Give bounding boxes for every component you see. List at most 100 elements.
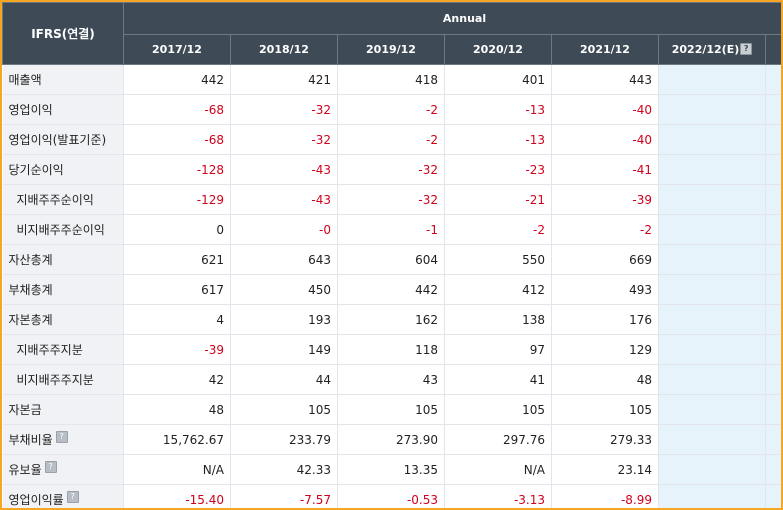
- value-cell: 550: [444, 244, 552, 275]
- row-label: 매출액: [8, 73, 42, 87]
- table-row: 영업이익 -68 -32 -2 -13 -40: [2, 94, 781, 125]
- overflow-cell: [765, 64, 781, 95]
- table-row: 자본금 48 105 105 105 105: [2, 394, 781, 425]
- table-row: 영업이익률? -15.40 -7.57 -0.53 -3.13 -8.99: [2, 484, 781, 508]
- row-label-cell: 비지배주주지분: [2, 364, 124, 395]
- help-icon[interactable]: ?: [66, 491, 79, 503]
- estimate-cell: [658, 214, 766, 245]
- table-body: 매출액 442 421 418 401 443 영업이익 -68 -32 -2 -13 -40 영업이익…: [2, 64, 781, 508]
- table-row: 매출액 442 421 418 401 443: [2, 64, 781, 95]
- value-cell: -32: [230, 124, 338, 155]
- estimate-cell: [658, 484, 766, 508]
- value-cell: 604: [337, 244, 445, 275]
- row-label: 당기순이익: [8, 163, 64, 177]
- year-header: 2017/12: [123, 33, 231, 65]
- value-cell: -68: [123, 124, 231, 155]
- value-cell: N/A: [444, 454, 552, 485]
- estimate-cell: [658, 304, 766, 335]
- table-row: 비지배주주순이익 0 -0 -1 -2 -2: [2, 214, 781, 245]
- value-cell: 13.35: [337, 454, 445, 485]
- help-icon[interactable]: ?: [44, 461, 57, 473]
- value-cell: 0: [123, 214, 231, 245]
- row-label-cell: 지배주주순이익: [2, 184, 124, 215]
- year-header: 2019/12: [337, 33, 445, 65]
- value-cell: 138: [444, 304, 552, 335]
- year-header: 2020/12: [444, 33, 552, 65]
- year-header-row: 2017/12 2018/12 2019/12 2020/12 2021/12 2022/…: [3, 33, 781, 65]
- value-cell: -39: [123, 334, 231, 365]
- row-label-cell: 유보율?: [2, 454, 124, 485]
- row-label: 지배주주순이익: [16, 193, 94, 207]
- value-cell: 443: [551, 64, 659, 95]
- value-cell: 41: [444, 364, 552, 395]
- value-cell: 23.14: [551, 454, 659, 485]
- value-cell: -43: [230, 184, 338, 215]
- row-label: 비지배주주지분: [16, 373, 94, 387]
- value-cell: -2: [444, 214, 552, 245]
- value-cell: 493: [551, 274, 659, 305]
- value-cell: -2: [337, 94, 445, 125]
- row-label-cell: 영업이익률?: [2, 484, 124, 508]
- row-label-cell: 부채비율?: [2, 424, 124, 455]
- value-cell: -40: [551, 124, 659, 155]
- overflow-cell: [765, 304, 781, 335]
- value-cell: 193: [230, 304, 338, 335]
- value-cell: 412: [444, 274, 552, 305]
- overflow-cell: [765, 274, 781, 305]
- overflow-cell: [765, 94, 781, 125]
- value-cell: -13: [444, 94, 552, 125]
- overflow-cell: [765, 124, 781, 155]
- value-cell: 176: [551, 304, 659, 335]
- value-cell: 48: [551, 364, 659, 395]
- value-cell: 233.79: [230, 424, 338, 455]
- value-cell: 105: [551, 394, 659, 425]
- value-cell: -15.40: [123, 484, 231, 508]
- ifrs-header: IFRS(연결): [2, 2, 124, 65]
- value-cell: -3.13: [444, 484, 552, 508]
- value-cell: -2: [551, 214, 659, 245]
- value-cell: 162: [337, 304, 445, 335]
- help-icon[interactable]: ?: [55, 431, 68, 443]
- value-cell: 48: [123, 394, 231, 425]
- row-label-cell: 자산총계: [2, 244, 124, 275]
- row-label-cell: 지배주주지분: [2, 334, 124, 365]
- row-label-cell: 부채총계: [2, 274, 124, 305]
- value-cell: 669: [551, 244, 659, 275]
- annual-header: Annual: [122, 2, 781, 35]
- estimate-cell: [658, 454, 766, 485]
- value-cell: -40: [551, 94, 659, 125]
- overflow-cell: [765, 364, 781, 395]
- help-icon[interactable]: ?: [740, 42, 753, 55]
- row-label: 영업이익률: [8, 493, 64, 507]
- value-cell: -39: [551, 184, 659, 215]
- value-cell: 450: [230, 274, 338, 305]
- value-cell: 297.76: [444, 424, 552, 455]
- row-label-cell: 자본총계: [2, 304, 124, 335]
- row-label-cell: 자본금: [2, 394, 124, 425]
- value-cell: 42: [123, 364, 231, 395]
- estimate-cell: [658, 94, 766, 125]
- value-cell: 273.90: [337, 424, 445, 455]
- value-cell: 421: [230, 64, 338, 95]
- row-label: 영업이익(발표기준): [8, 133, 107, 147]
- value-cell: 118: [337, 334, 445, 365]
- overflow-cell: [765, 214, 781, 245]
- value-cell: 129: [551, 334, 659, 365]
- value-cell: 442: [337, 274, 445, 305]
- estimate-cell: [658, 64, 766, 95]
- value-cell: 621: [123, 244, 231, 275]
- value-cell: 4: [123, 304, 231, 335]
- overflow-cell: [765, 184, 781, 215]
- value-cell: -32: [337, 154, 445, 185]
- estimate-cell: [658, 394, 766, 425]
- value-cell: -23: [444, 154, 552, 185]
- row-label: 영업이익: [8, 103, 53, 117]
- table-row: 부채비율? 15,762.67 233.79 273.90 297.76 279.33: [2, 424, 781, 455]
- row-label-cell: 비지배주주순이익: [2, 214, 124, 245]
- value-cell: -21: [444, 184, 552, 215]
- row-label: 자본금: [8, 403, 42, 417]
- table-row: 지배주주지분 -39 149 118 97 129: [2, 334, 781, 365]
- estimate-cell: [658, 244, 766, 275]
